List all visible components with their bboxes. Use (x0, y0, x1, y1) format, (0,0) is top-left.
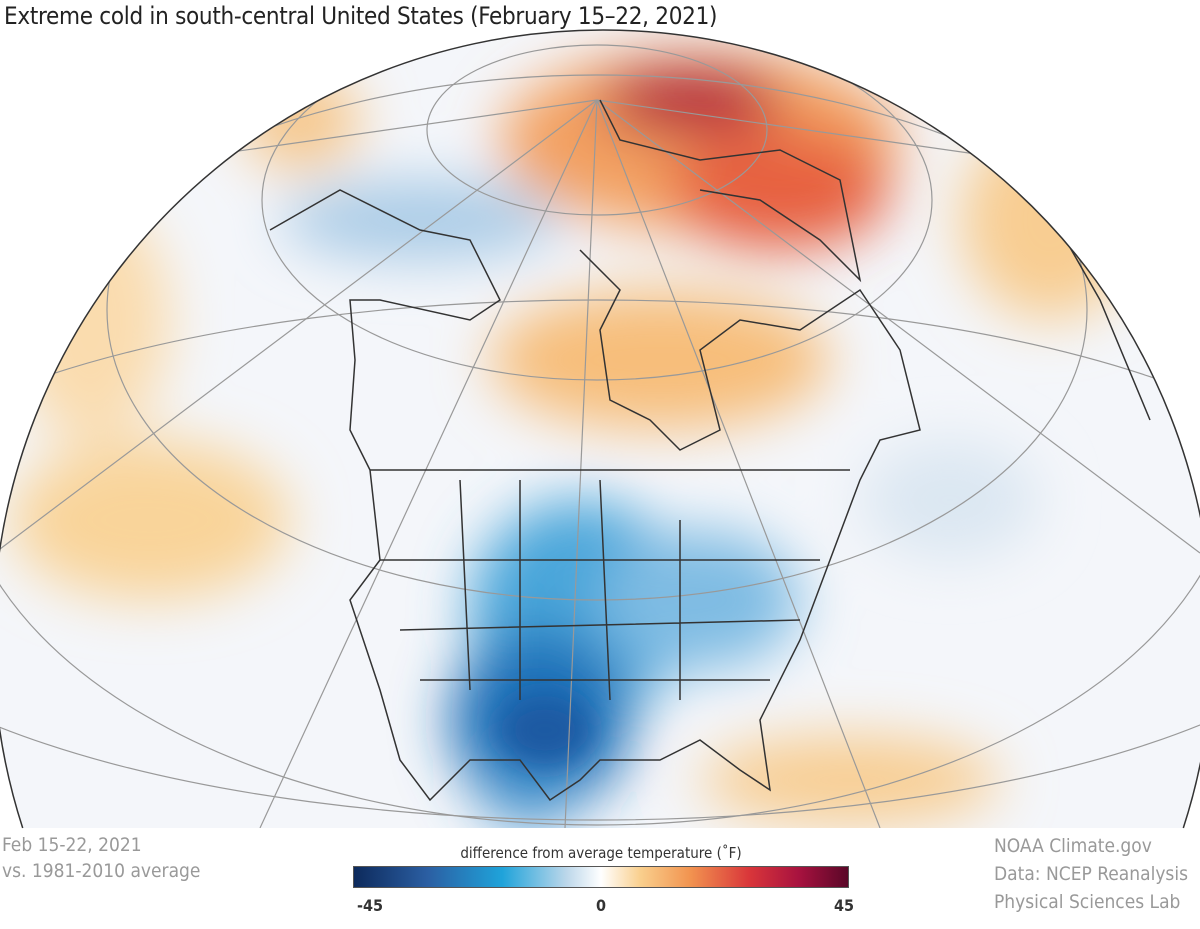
legend-mid-label: 0 (596, 896, 607, 915)
period-dates: Feb 15-22, 2021 (2, 834, 142, 856)
credit-source: NOAA Climate.gov (993, 835, 1152, 857)
anomaly-field (10, 50, 1140, 825)
period-baseline: vs. 1981-2010 average (2, 860, 201, 882)
credits: NOAA Climate.gov Data: NCEP Reanalysis P… (994, 832, 1188, 916)
period-note: Feb 15-22, 2021 vs. 1981-2010 average (2, 832, 200, 884)
legend-min-label: -45 (357, 896, 384, 915)
credit-lab: Physical Sciences Lab (993, 891, 1181, 913)
page-title: Extreme cold in south-central United Sta… (4, 2, 718, 30)
credit-data: Data: NCEP Reanalysis (993, 863, 1188, 885)
globe-outline (0, 29, 1200, 829)
legend-title: difference from average temperature (˚F) (460, 844, 742, 862)
legend-colorbar (353, 866, 849, 888)
legend-max-label: 45 (834, 896, 855, 915)
graticule (0, 29, 1200, 829)
